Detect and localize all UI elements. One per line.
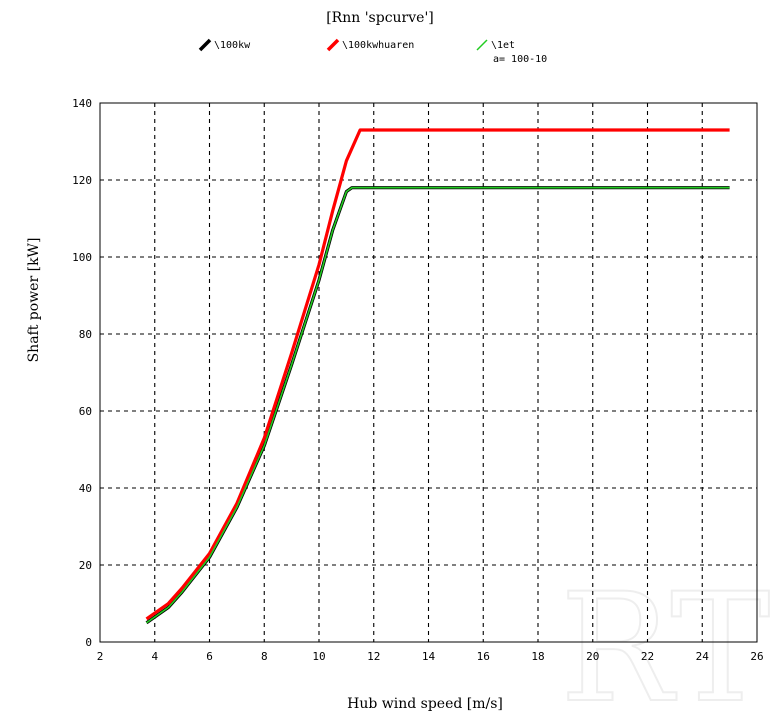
legend-label-1: \100kw — [214, 40, 251, 51]
y-tick-label: 40 — [79, 482, 92, 495]
x-tick-label: 14 — [422, 650, 436, 663]
x-tick-label: 22 — [641, 650, 654, 663]
x-axis-ticks: 2 4 6 8 10 12 14 16 18 20 22 24 26 — [97, 650, 764, 663]
x-tick-label: 10 — [312, 650, 325, 663]
x-tick-label: 24 — [696, 650, 710, 663]
legend: \100kw \100kwhuaren \1et a= 100-10 — [198, 38, 547, 65]
y-axis-ticks: 0 20 40 60 80 100 120 140 — [72, 97, 92, 649]
y-axis-title: Shaft power [kW] — [26, 238, 42, 363]
x-tick-label: 16 — [477, 650, 490, 663]
series-line-1 — [145, 186, 730, 625]
plot-frame — [99, 102, 758, 643]
series-line-3 — [146, 186, 730, 624]
y-tick-label: 140 — [72, 97, 92, 110]
x-tick-label: 26 — [750, 650, 763, 663]
x-tick-label: 18 — [531, 650, 544, 663]
x-tick-label: 12 — [367, 650, 380, 663]
legend-label-3: \1et — [491, 40, 515, 51]
legend-note: a= 100-10 — [493, 54, 547, 65]
legend-label-2: \100kwhuaren — [342, 40, 414, 51]
legend-swatch-2 — [326, 38, 340, 52]
x-tick-label: 4 — [151, 650, 158, 663]
legend-swatch-3 — [476, 39, 488, 51]
series-line-2 — [145, 128, 730, 621]
y-tick-label: 0 — [85, 636, 92, 649]
series-lines — [145, 128, 730, 625]
y-tick-label: 60 — [79, 405, 92, 418]
x-tick-label: 8 — [261, 650, 268, 663]
x-tick-label: 20 — [586, 650, 599, 663]
y-tick-label: 20 — [79, 559, 92, 572]
chart-title: [Rnn 'spcurve'] — [326, 10, 434, 26]
legend-swatch-1 — [198, 38, 212, 52]
grid — [100, 103, 757, 642]
x-axis-title: Hub wind speed [m/s] — [347, 696, 503, 712]
y-tick-label: 100 — [72, 251, 92, 264]
y-tick-label: 80 — [79, 328, 92, 341]
y-tick-label: 120 — [72, 174, 92, 187]
x-tick-label: 2 — [97, 650, 104, 663]
x-tick-label: 6 — [206, 650, 213, 663]
